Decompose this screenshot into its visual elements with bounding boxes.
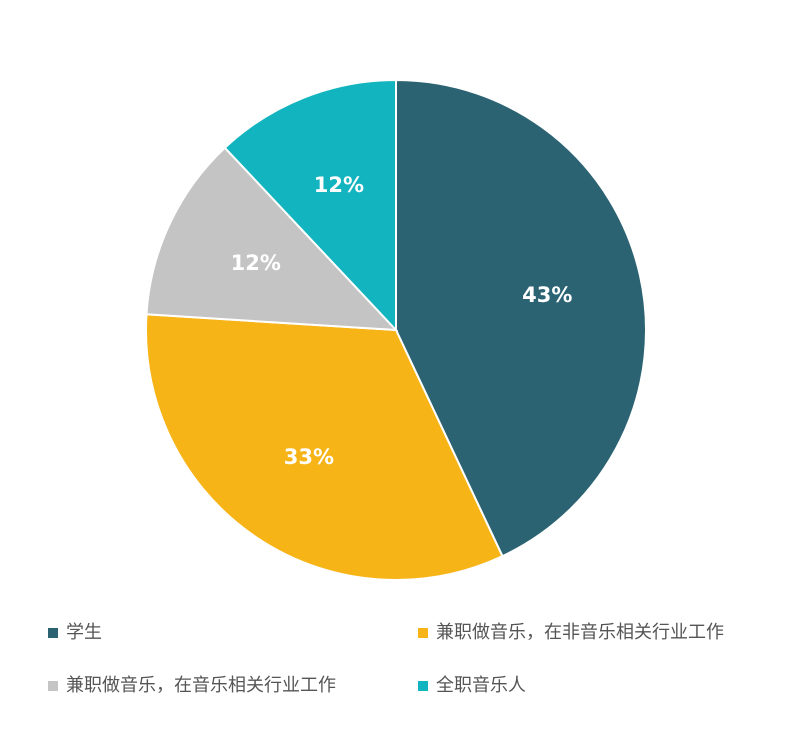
- legend-swatch: [418, 681, 428, 691]
- legend-label: 兼职做音乐，在非音乐相关行业工作: [436, 622, 724, 643]
- pie-slice: [145, 146, 399, 332]
- pie-slice: [395, 78, 647, 558]
- data-label: 43%: [522, 283, 572, 307]
- pie-slice: [223, 78, 397, 333]
- legend-swatch: [418, 628, 428, 638]
- legend-swatch: [48, 681, 58, 691]
- legend-label: 学生: [66, 622, 102, 643]
- legend-label: 兼职做音乐，在音乐相关行业工作: [66, 675, 336, 696]
- data-label: 33%: [284, 445, 334, 469]
- legend-label: 全职音乐人: [436, 675, 526, 696]
- data-label: 12%: [231, 251, 281, 275]
- data-label: 12%: [314, 173, 364, 197]
- legend-swatch: [48, 628, 58, 638]
- pie-slice: [145, 313, 504, 581]
